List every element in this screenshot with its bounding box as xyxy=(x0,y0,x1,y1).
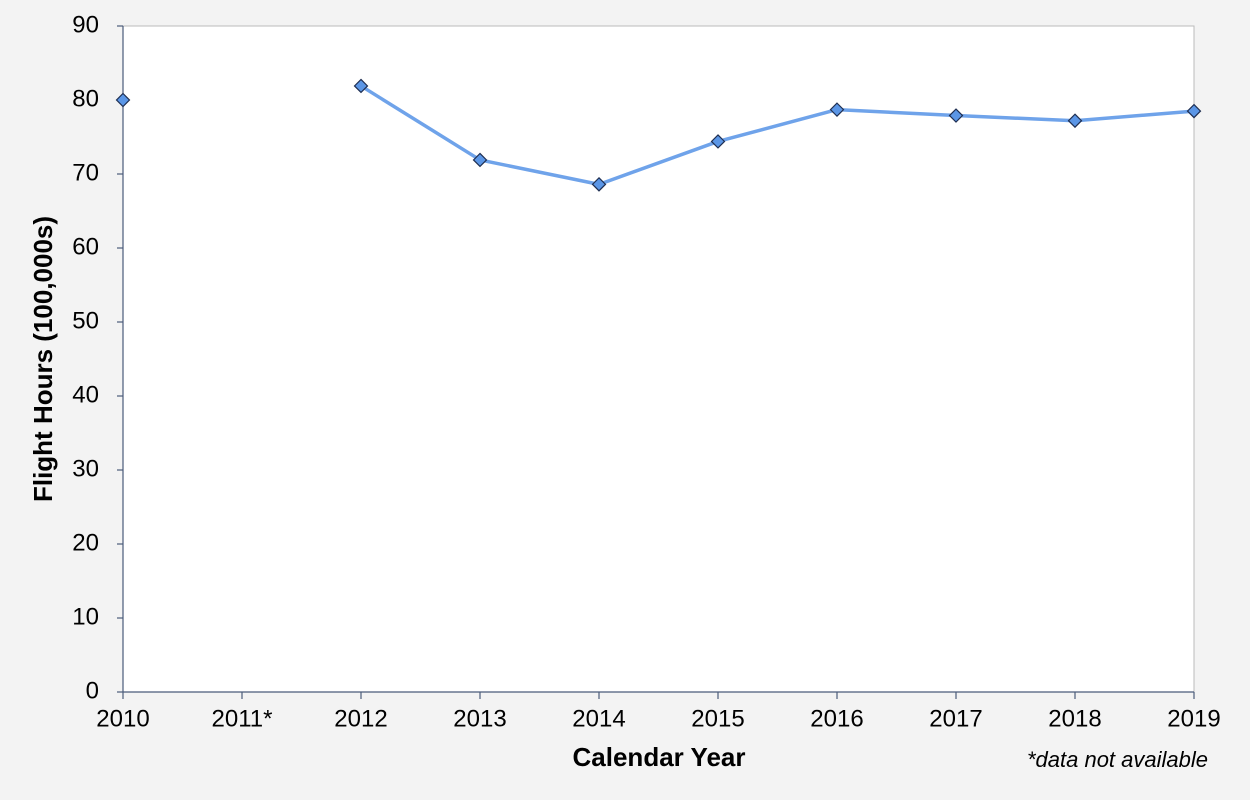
x-tick-label: 2017 xyxy=(929,705,982,732)
y-tick-label: 90 xyxy=(72,11,99,38)
marker xyxy=(353,78,369,94)
y-tick-label: 30 xyxy=(72,455,99,482)
marker xyxy=(1186,103,1202,119)
y-tick-label: 10 xyxy=(72,603,99,630)
annotation: *data not available xyxy=(1027,747,1208,772)
x-axis-label: Calendar Year xyxy=(573,742,746,772)
marker xyxy=(591,177,607,192)
marker xyxy=(710,134,726,149)
plot-area xyxy=(122,25,1195,693)
y-tick-label: 40 xyxy=(72,381,99,408)
x-tick-label: 2010 xyxy=(96,705,149,732)
x-tick-label: 2018 xyxy=(1048,705,1101,732)
x-tick-label: 2014 xyxy=(572,705,625,732)
y-tick-label: 50 xyxy=(72,307,99,334)
marker xyxy=(829,102,845,117)
y-tick-label: 20 xyxy=(72,529,99,556)
y-tick-label: 80 xyxy=(72,85,99,112)
x-tick-label: 2019 xyxy=(1167,705,1220,732)
y-tick-label: 60 xyxy=(72,233,99,260)
marker xyxy=(948,108,964,123)
y-tick-label: 0 xyxy=(86,677,99,704)
marker xyxy=(115,92,131,108)
marker xyxy=(1067,113,1083,129)
y-tick-label: 70 xyxy=(72,159,99,186)
x-tick-label: 2012 xyxy=(334,705,387,732)
y-axis-label: Flight Hours (100,000s) xyxy=(28,216,58,502)
x-tick-label: 2013 xyxy=(453,705,506,732)
x-tick-label: 2011* xyxy=(212,705,273,732)
x-tick-label: 2015 xyxy=(691,705,744,732)
line xyxy=(360,84,1195,187)
marker xyxy=(472,152,488,168)
x-tick-label: 2016 xyxy=(810,705,863,732)
